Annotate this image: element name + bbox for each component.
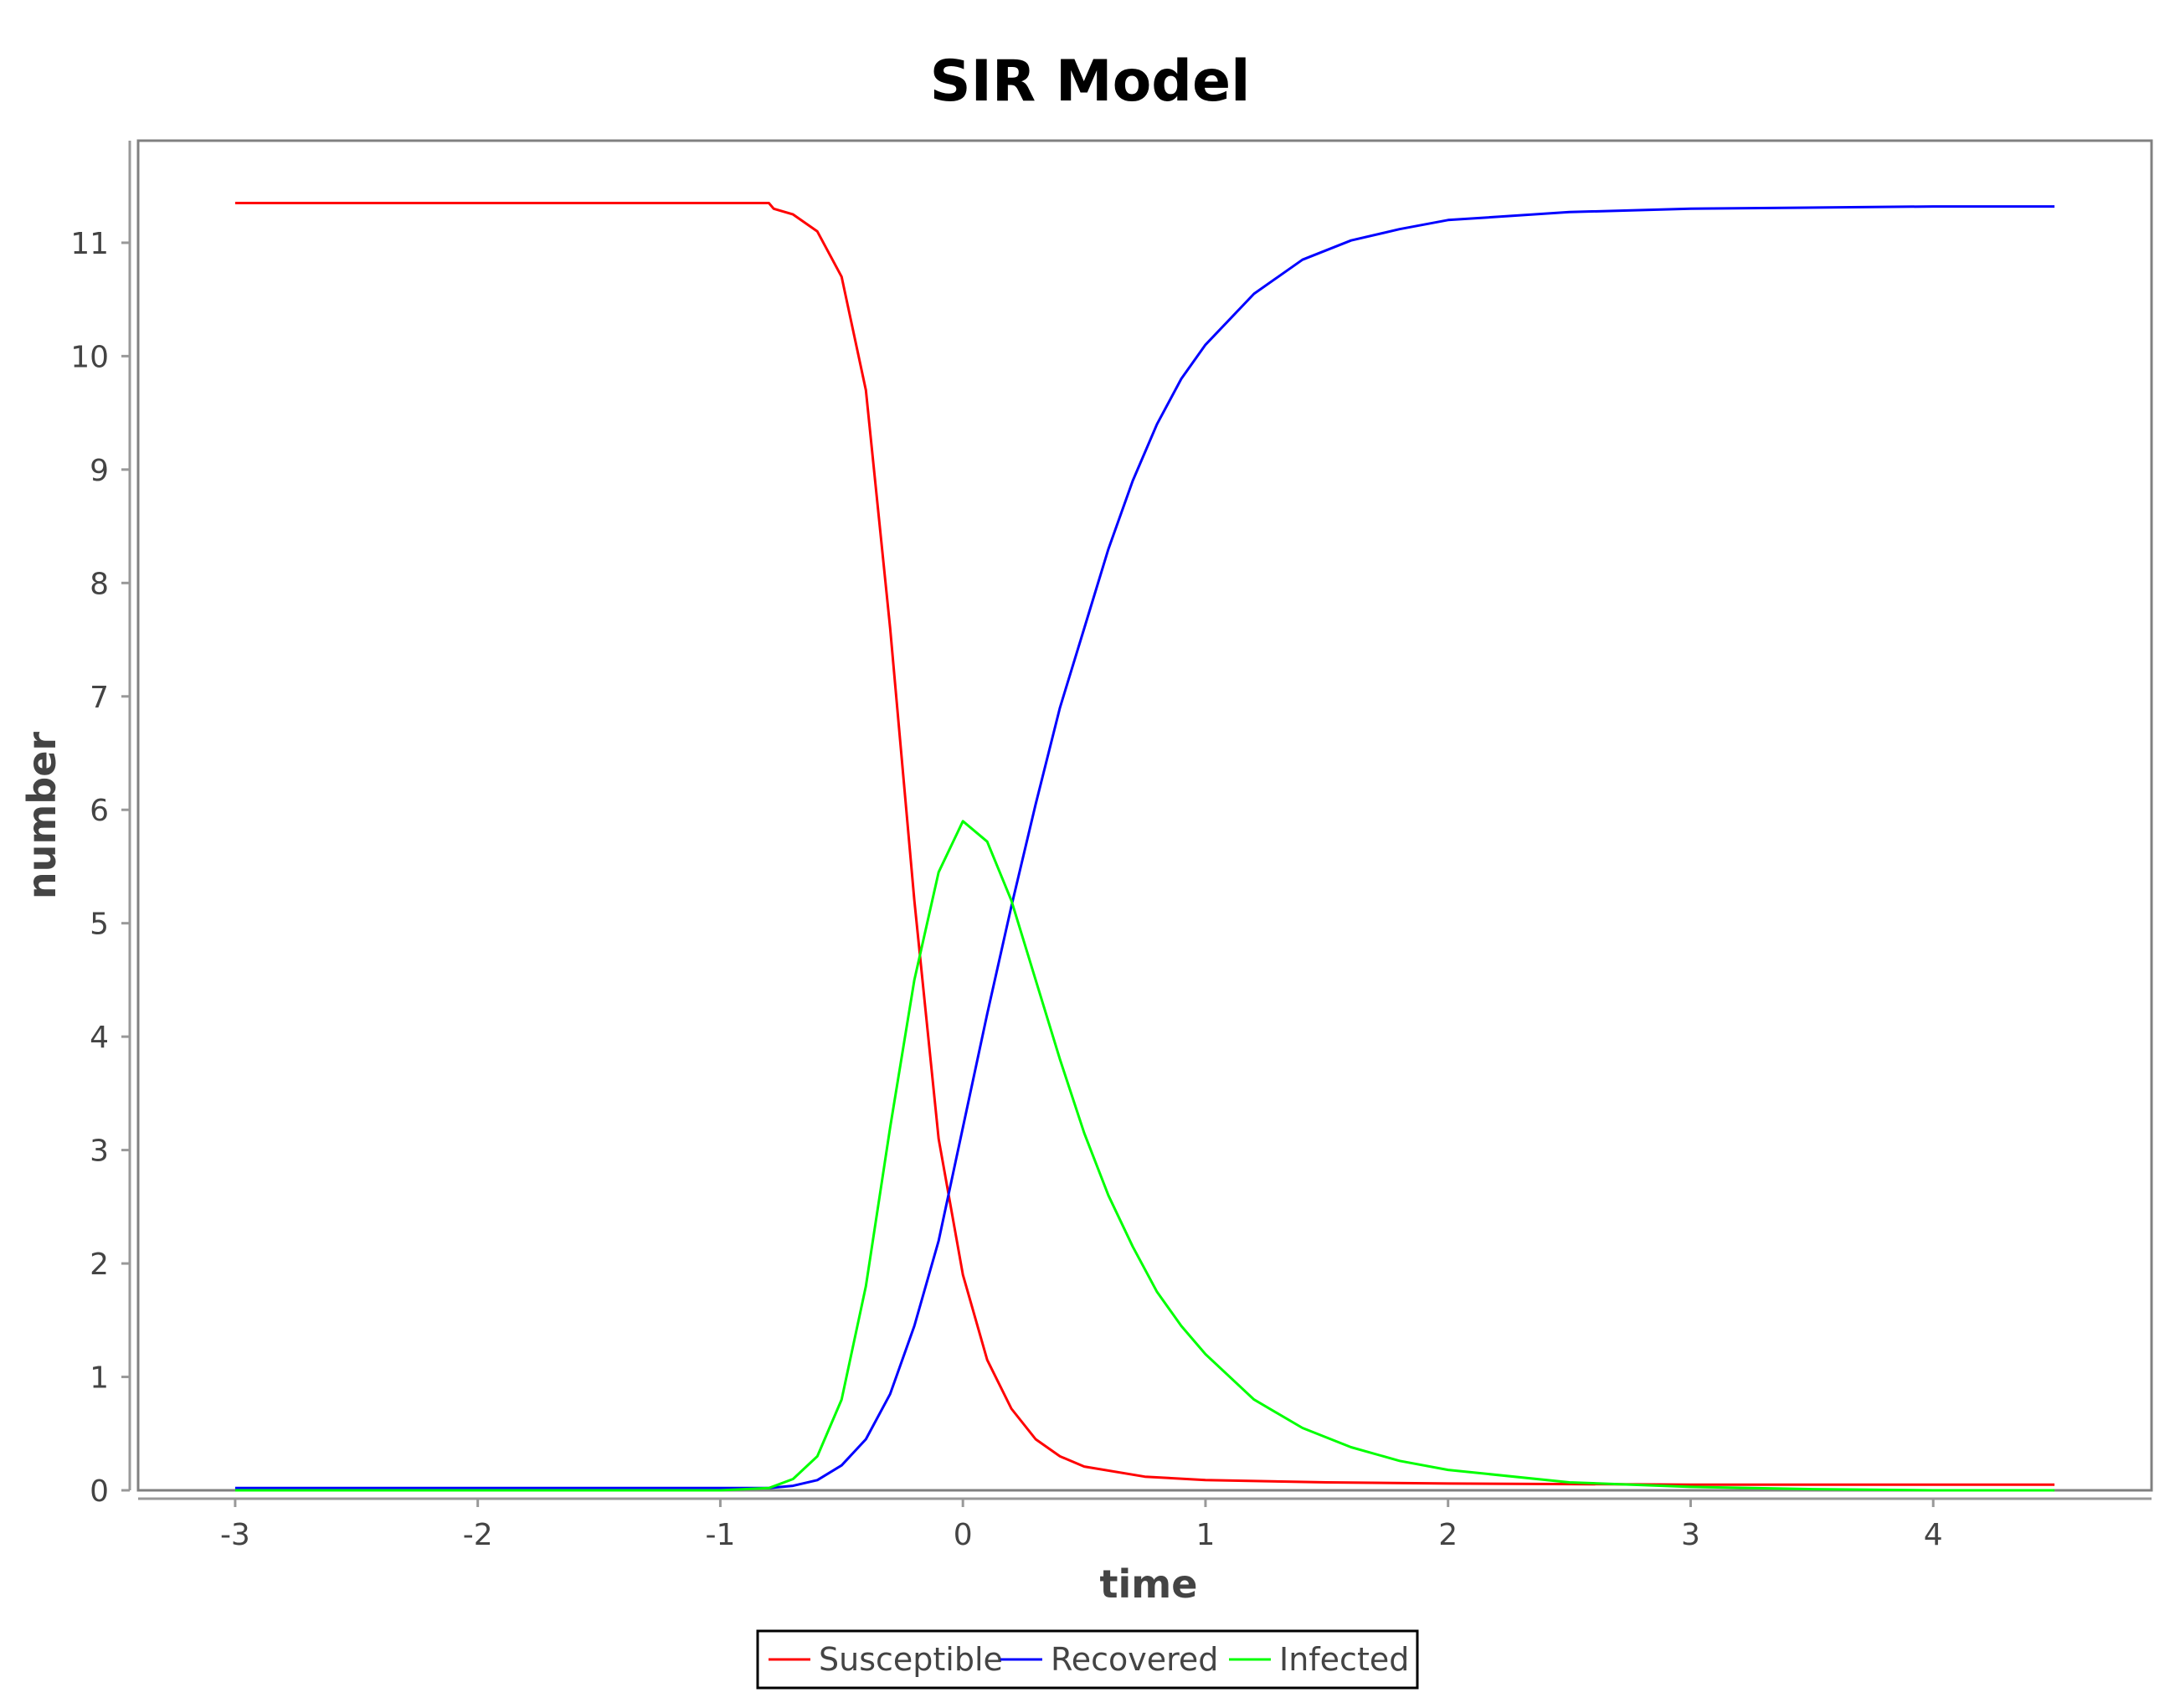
x-tick-label: 3 — [1681, 1518, 1700, 1552]
x-tick-label: 4 — [1924, 1518, 1943, 1552]
x-tick-label: 2 — [1438, 1518, 1458, 1552]
y-tick-label: 0 — [90, 1474, 109, 1509]
y-tick-label: 10 — [70, 340, 109, 374]
y-tick-label: 4 — [90, 1021, 109, 1055]
series-line-recovered — [234, 205, 2055, 1489]
y-tick-label: 1 — [90, 1361, 109, 1396]
x-axis-ticks: -3 -2 -1 0 1 2 3 4 — [220, 1499, 1943, 1552]
legend-box — [756, 1629, 1419, 1690]
y-tick-label: 9 — [90, 454, 109, 488]
series-line-infected — [234, 820, 2055, 1492]
legend-label-recovered: Recovered — [1051, 1641, 1218, 1678]
legend: Susceptible Recovered Infected — [756, 1629, 1419, 1690]
legend-label-infected: Infected — [1279, 1641, 1409, 1678]
y-tick-label: 8 — [90, 567, 109, 601]
y-axis-ticks: 0 1 2 3 4 5 6 7 8 9 10 11 — [70, 227, 130, 1509]
x-tick-label: 0 — [954, 1518, 973, 1552]
y-tick-label: 2 — [90, 1248, 109, 1282]
y-tick-label: 11 — [70, 227, 109, 261]
y-tick-label: 7 — [90, 681, 109, 715]
x-tick-label: 1 — [1195, 1518, 1215, 1552]
x-axis-label: time — [1100, 1561, 1198, 1607]
y-tick-label: 3 — [90, 1134, 109, 1169]
y-tick-label: 5 — [90, 908, 109, 942]
y-tick-label: 6 — [90, 794, 109, 828]
legend-label-susceptible: Susceptible — [819, 1641, 1003, 1678]
y-axis-label: number — [19, 732, 64, 900]
x-tick-label: -3 — [220, 1518, 250, 1552]
plot-area — [136, 139, 2153, 1492]
x-tick-label: -1 — [705, 1518, 735, 1552]
series-line-susceptible — [234, 202, 2055, 1486]
series-lines — [234, 202, 2055, 1492]
x-tick-label: -2 — [463, 1518, 493, 1552]
chart-title: SIR Model — [930, 49, 1251, 115]
